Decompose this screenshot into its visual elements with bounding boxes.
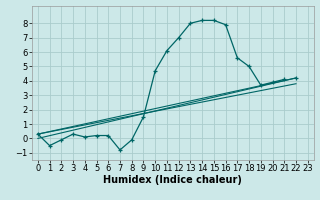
X-axis label: Humidex (Indice chaleur): Humidex (Indice chaleur) [103, 175, 242, 185]
